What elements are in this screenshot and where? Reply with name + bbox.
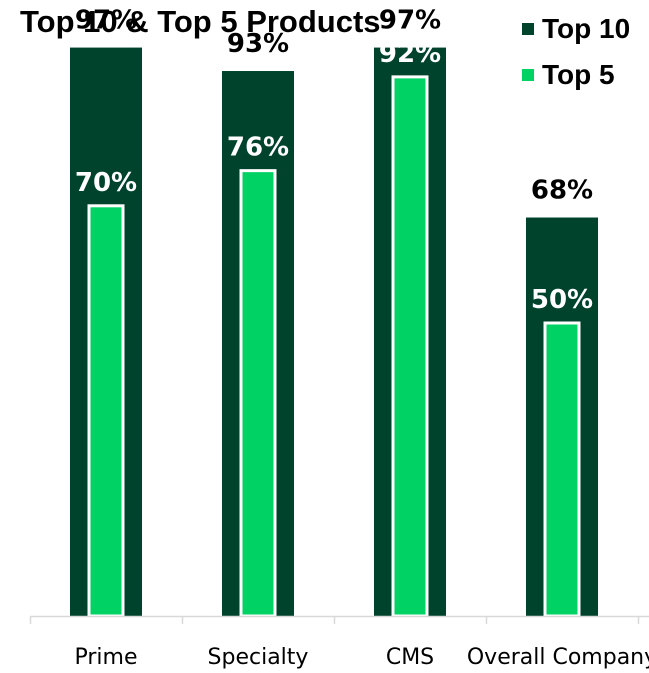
chart-legend: Top 10 Top 5: [522, 6, 630, 98]
bar-top-5-prime: [87, 204, 125, 618]
legend-label-top-10: Top 10: [542, 13, 631, 44]
legend-swatch-top-5: [522, 69, 534, 81]
legend-item-top-10: Top 10: [522, 6, 630, 52]
value-label-top-5-cms: 92%: [379, 39, 441, 69]
value-label-top-10-specialty: 93%: [227, 29, 289, 59]
bar-top-5-specialty: [239, 169, 277, 618]
legend-label-top-5: Top 5: [542, 59, 615, 90]
value-label-top-5-overall-company: 50%: [531, 285, 593, 315]
value-label-top-5-specialty: 76%: [227, 133, 289, 163]
value-label-top-10-cms: 97%: [379, 6, 441, 36]
legend-item-top-5: Top 5: [522, 52, 630, 98]
x-tick-label-prime: Prime: [74, 645, 137, 670]
chart-title: Top 10 & Top 5 Products: [20, 4, 381, 39]
bar-top-5-cms: [391, 75, 429, 618]
legend-swatch-top-10: [522, 23, 534, 35]
bar-top-5-overall-company: [543, 321, 581, 618]
value-label-top-10-prime: 97%: [75, 6, 137, 36]
x-tick-label-specialty: Specialty: [208, 645, 309, 670]
x-tick-label-overall-company: Overall Company: [467, 645, 649, 670]
value-label-top-5-prime: 70%: [75, 168, 137, 198]
x-tick-label-cms: CMS: [386, 645, 434, 670]
value-label-top-10-overall-company: 68%: [531, 176, 593, 206]
